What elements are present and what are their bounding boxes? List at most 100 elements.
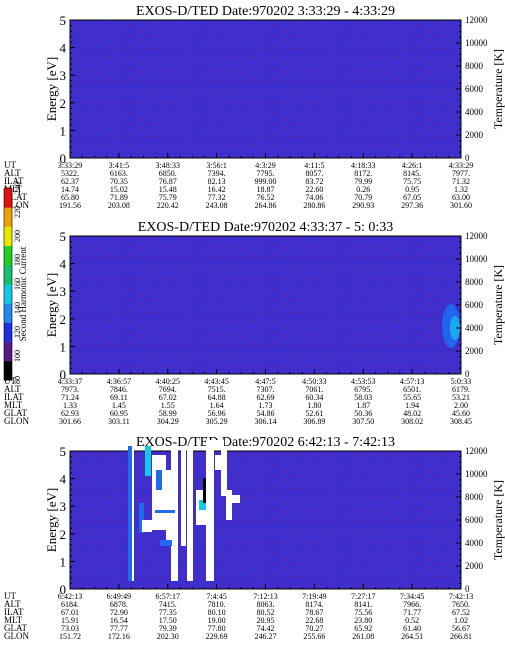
orbit-value: 4:47:5 [255, 377, 275, 386]
orbit-value: 6:49:49 [107, 592, 131, 601]
colorbar-segment [4, 284, 12, 304]
y-tick-label: 3 [60, 499, 67, 514]
orbit-value: 15.48 [159, 185, 177, 194]
orbit-value: 71.89 [110, 193, 128, 202]
orbit-value: 22.68 [305, 616, 323, 625]
row-label: ALT [4, 384, 21, 394]
orbit-value: 70.79 [354, 193, 372, 202]
colorbar-tick-label: 140 [13, 302, 22, 314]
orbit-value: 16.54 [110, 616, 128, 625]
intensity-feature [139, 503, 144, 533]
temp-tick-label: 4000 [465, 107, 484, 117]
orbit-value: 5:0:33 [451, 377, 471, 386]
orbit-value: 83.72 [305, 177, 323, 186]
orbit-value: 1.33 [63, 401, 77, 410]
colorbar-tick-label: 100 [13, 350, 22, 362]
colorbar-segment [4, 226, 12, 247]
orbit-value: 23.80 [354, 616, 372, 625]
orbit-value: 67.52 [452, 608, 470, 617]
orbit-value: 65.80 [61, 193, 79, 202]
orbit-value: 67.05 [403, 193, 421, 202]
y-tick-label: 2 [60, 96, 67, 111]
intensity-feature [215, 455, 225, 470]
orbit-value: 69.11 [110, 393, 128, 402]
orbit-value: 264.51 [401, 632, 423, 641]
row-label: GLON [4, 631, 29, 641]
orbit-value: 74.42 [257, 624, 275, 633]
orbit-value: 54.86 [257, 409, 275, 418]
orbit-value: 7061. [305, 385, 323, 394]
orbit-value: 60.95 [110, 409, 128, 418]
orbit-value: 15.02 [110, 185, 128, 194]
intensity-feature [156, 470, 162, 490]
intensity-feature [152, 455, 166, 530]
orbit-value: 7515. [208, 385, 226, 394]
y-tick-label: 1 [60, 339, 67, 354]
orbit-value: 203.08 [108, 201, 130, 210]
orbit-value: 75.79 [159, 193, 177, 202]
orbit-value: 7650. [452, 600, 470, 609]
intensity-feature [221, 446, 227, 496]
orbit-value: 62.37 [61, 177, 79, 186]
orbit-value: 67.02 [159, 393, 177, 402]
orbit-value: 4:43:45 [204, 377, 228, 386]
orbit-value: 4:36:57 [107, 377, 131, 386]
orbit-value: 301.66 [59, 417, 81, 426]
panel-title: EXOS-D/TED Date:970202 3:33:29 - 4:33:29 [136, 4, 395, 19]
orbit-value: 4:50:33 [302, 377, 326, 386]
orbit-value: 0.52 [405, 616, 419, 625]
row-label: MLT [4, 400, 23, 410]
y-tick-label: 1 [60, 554, 67, 569]
row-label: GLAT [4, 192, 27, 202]
orbit-value: 7966. [403, 600, 421, 609]
orbit-value: 0.95 [405, 185, 419, 194]
orbit-value: 7394. [208, 169, 226, 178]
colorbar-segment [4, 264, 12, 285]
y-tick-label: 3 [60, 68, 67, 83]
orbit-value: 62.69 [257, 393, 275, 402]
orbit-value: 306.14 [255, 417, 277, 426]
panel-title: EXOS-D/TED Date:970202 6:42:13 - 7:42:13 [136, 435, 395, 450]
orbit-value: 7415. [159, 600, 177, 609]
orbit-value: 7:34:45 [400, 592, 424, 601]
temp-tick-label: 2000 [465, 346, 484, 356]
orbit-value: 308.45 [450, 417, 472, 426]
spectrogram [69, 235, 462, 375]
orbit-value: 18.87 [257, 185, 275, 194]
orbit-value: 60.34 [305, 393, 323, 402]
temp-axis-label: Temperature [K] [491, 49, 505, 129]
orbit-value: 301.60 [450, 201, 472, 210]
temp-tick-label: 8000 [465, 492, 484, 502]
panel-2: EXOS-D/TED Date:970202 4:33:37 - 5: 0:33… [4, 220, 505, 426]
orbit-value: 4:53:53 [351, 377, 375, 386]
y-tick-label: 4 [60, 472, 67, 487]
orbit-value: 6501. [403, 385, 421, 394]
orbit-value: 56.96 [208, 409, 226, 418]
orbit-value: 202.30 [157, 632, 179, 641]
orbit-value: 3:56:1 [206, 161, 226, 170]
orbit-value: 4:33:29 [449, 161, 473, 170]
orbit-value: 4:18:33 [351, 161, 375, 170]
temp-tick-label: 8000 [465, 277, 484, 287]
temp-tick-label: 4000 [465, 323, 484, 333]
orbit-value: 7:4:45 [206, 592, 226, 601]
colorbar-tick-label: 220 [13, 206, 22, 218]
colorbar-segment [4, 341, 12, 362]
intensity-feature [450, 316, 460, 340]
orbit-value: 80.52 [257, 608, 275, 617]
orbit-value: 58.03 [354, 393, 372, 402]
colorbar-segment [4, 303, 12, 323]
temp-tick-label: 0 [465, 153, 470, 163]
temp-tick-label: 2000 [465, 130, 484, 140]
orbit-value: 7694. [159, 385, 177, 394]
orbit-value: 8057. [305, 169, 323, 178]
orbit-value: 58.99 [159, 409, 177, 418]
orbit-value: 73.03 [61, 624, 79, 633]
orbit-value: 77.80 [208, 624, 226, 633]
row-label: ALT [4, 599, 21, 609]
orbit-value: 4:57:13 [400, 377, 424, 386]
orbit-value: 7:42:13 [449, 592, 473, 601]
orbit-value: 7810. [208, 600, 226, 609]
row-label: MLT [4, 615, 23, 625]
